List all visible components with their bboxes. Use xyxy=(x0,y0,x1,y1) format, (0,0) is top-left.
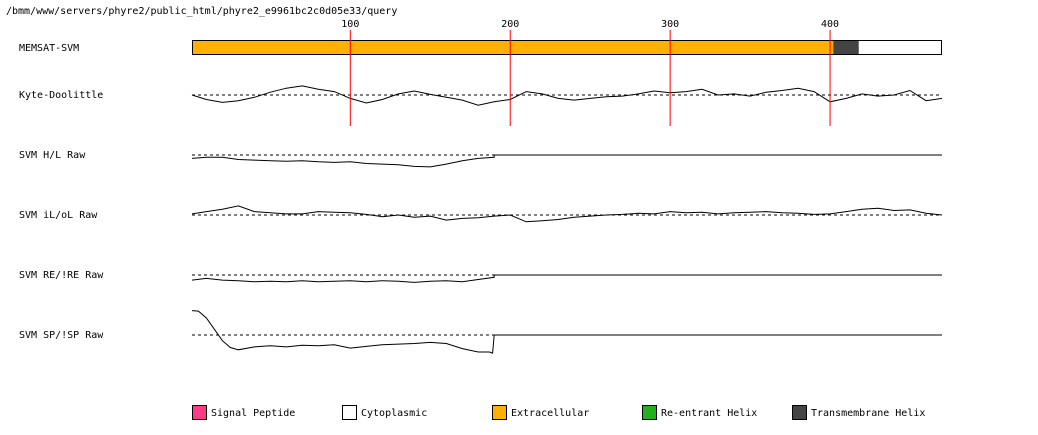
legend-swatch-3 xyxy=(642,405,657,420)
legend-swatch-2 xyxy=(492,405,507,420)
track-line-4 xyxy=(191,310,942,354)
legend-label-0: Signal Peptide xyxy=(211,408,295,419)
query-path: /bmm/www/servers/phyre2/public_html/phyr… xyxy=(6,6,397,17)
topology-segment-0 xyxy=(192,40,834,55)
track-line-3 xyxy=(191,274,942,283)
topology-segment-1 xyxy=(833,40,859,55)
tick-label-200: 200 xyxy=(501,19,519,30)
legend-swatch-4 xyxy=(792,405,807,420)
track-3: SVM RE/!RE Raw xyxy=(19,270,942,283)
track-4: SVM SP/!SP Raw xyxy=(19,310,942,354)
legend-swatch-0 xyxy=(192,405,207,420)
legend: Signal Peptide Cytoplasmic Extracellular Re… xyxy=(192,405,925,420)
legend-label-2: Extracellular xyxy=(511,408,589,419)
position-markers: 100 200 300 400 xyxy=(341,19,839,126)
track-label-3: SVM RE/!RE Raw xyxy=(19,270,104,281)
track-label-2: SVM iL/oL Raw xyxy=(19,210,98,221)
legend-label-1: Cytoplasmic xyxy=(361,408,427,419)
tick-label-100: 100 xyxy=(341,19,359,30)
tick-label-400: 400 xyxy=(821,19,839,30)
track-2: SVM iL/oL Raw xyxy=(19,205,943,223)
legend-label-3: Re-entrant Helix xyxy=(661,408,757,419)
legend-swatch-1 xyxy=(342,405,357,420)
legend-label-4: Transmembrane Helix xyxy=(811,408,925,419)
track-line-0 xyxy=(191,85,943,106)
prediction-tracks: Kyte-Doolittle SVM H/L Raw SVM iL/oL Raw SV… xyxy=(19,85,943,354)
track-0: Kyte-Doolittle xyxy=(19,85,943,106)
topology-track: MEMSAT-SVM xyxy=(19,40,942,55)
topology-track-label: MEMSAT-SVM xyxy=(19,43,79,54)
track-label-0: Kyte-Doolittle xyxy=(19,90,103,101)
tick-label-300: 300 xyxy=(661,19,679,30)
track-1: SVM H/L Raw xyxy=(19,150,942,168)
topology-frame xyxy=(192,40,942,55)
track-label-4: SVM SP/!SP Raw xyxy=(19,330,104,341)
topology-segment-2 xyxy=(858,40,942,55)
track-line-2 xyxy=(191,205,943,223)
track-line-1 xyxy=(191,154,942,168)
track-label-1: SVM H/L Raw xyxy=(19,150,86,161)
